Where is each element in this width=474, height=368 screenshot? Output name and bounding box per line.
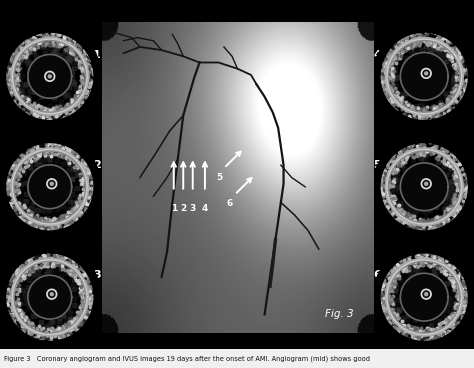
Circle shape bbox=[425, 182, 428, 185]
Circle shape bbox=[421, 68, 431, 78]
Text: 6: 6 bbox=[227, 199, 233, 208]
Text: 3: 3 bbox=[190, 204, 196, 213]
Bar bbox=[0, 349, 474, 368]
Circle shape bbox=[47, 289, 57, 299]
Circle shape bbox=[401, 53, 448, 100]
Text: 5: 5 bbox=[217, 173, 223, 182]
Circle shape bbox=[28, 275, 72, 319]
Circle shape bbox=[423, 181, 429, 187]
Text: 5: 5 bbox=[374, 160, 381, 170]
Circle shape bbox=[401, 273, 448, 321]
Circle shape bbox=[401, 163, 448, 210]
Text: Figure 3   Coronary angiogram and IVUS images 19 days after the onset of AMI. An: Figure 3 Coronary angiogram and IVUS ima… bbox=[4, 355, 370, 362]
Circle shape bbox=[48, 181, 55, 187]
Circle shape bbox=[45, 71, 55, 81]
Circle shape bbox=[48, 75, 51, 78]
Circle shape bbox=[425, 293, 428, 296]
Circle shape bbox=[48, 291, 55, 297]
Text: Fig. 3: Fig. 3 bbox=[326, 309, 354, 319]
Text: 2: 2 bbox=[93, 160, 100, 170]
Text: 2: 2 bbox=[180, 204, 186, 213]
Circle shape bbox=[423, 291, 429, 297]
Circle shape bbox=[50, 182, 53, 185]
Circle shape bbox=[421, 289, 431, 299]
Circle shape bbox=[28, 54, 72, 98]
Text: 3: 3 bbox=[93, 270, 100, 280]
Circle shape bbox=[46, 73, 53, 79]
Circle shape bbox=[28, 165, 72, 209]
Circle shape bbox=[421, 179, 431, 189]
Text: 1: 1 bbox=[93, 50, 100, 60]
Circle shape bbox=[50, 293, 53, 296]
Text: 4: 4 bbox=[202, 204, 208, 213]
Circle shape bbox=[47, 179, 57, 189]
Text: 4: 4 bbox=[374, 50, 382, 60]
Text: 6: 6 bbox=[374, 270, 382, 280]
Text: 1: 1 bbox=[171, 204, 177, 213]
Circle shape bbox=[425, 72, 428, 75]
Circle shape bbox=[423, 70, 429, 77]
